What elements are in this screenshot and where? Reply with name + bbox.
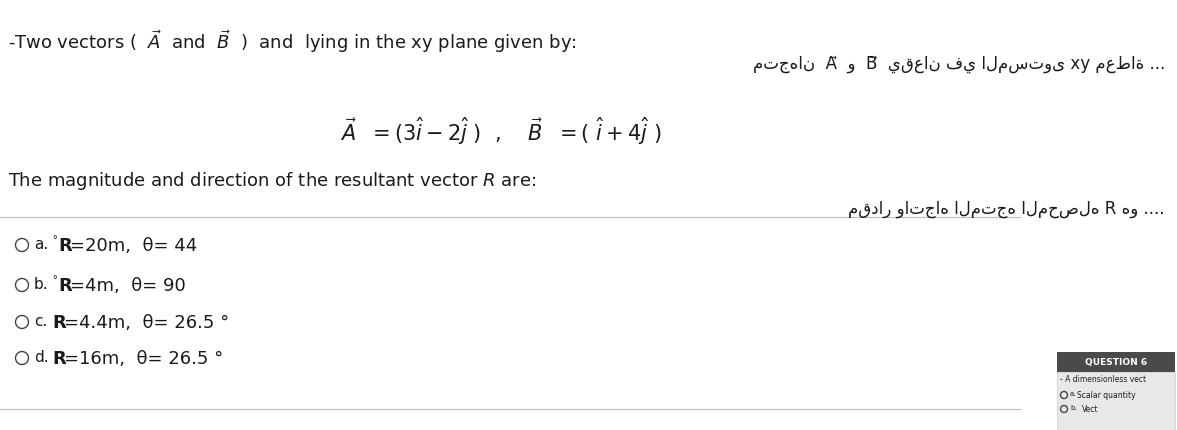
Text: =4m,  θ= 90: =4m, θ= 90 bbox=[69, 276, 186, 294]
Text: Scalar quantity: Scalar quantity bbox=[1077, 390, 1136, 399]
Text: متجهان  A⃗  و  B⃗  يقعان في المستوى xy معطاة ...: متجهان A⃗ و B⃗ يقعان في المستوى xy معطاة… bbox=[753, 55, 1165, 73]
Text: - A dimensionless vect: - A dimensionless vect bbox=[1060, 374, 1146, 383]
Text: QUESTION 6: QUESTION 6 bbox=[1085, 358, 1148, 367]
Text: $\mathbf{R}$: $\mathbf{R}$ bbox=[58, 276, 73, 294]
Text: مقدار واتجاه المتجه المحصله R هو ....: مقدار واتجاه المتجه المحصله R هو .... bbox=[849, 200, 1165, 218]
Text: d.: d. bbox=[34, 349, 48, 364]
Text: $\vec{A}$  $= (3\hat{i} - 2\hat{j}\ )$  ,    $\vec{B}$  $= (\ \hat{i} + 4\hat{j}: $\vec{A}$ $= (3\hat{i} - 2\hat{j}\ )$ , … bbox=[340, 115, 661, 146]
Text: a.: a. bbox=[34, 237, 48, 252]
Text: c.: c. bbox=[34, 313, 47, 328]
Text: The magnitude and direction of the resultant vector $\mathbf{\mathit{R}}$ are:: The magnitude and direction of the resul… bbox=[8, 169, 537, 191]
Text: b.: b. bbox=[1070, 404, 1077, 410]
Text: $\mathbf{R}$: $\mathbf{R}$ bbox=[52, 349, 67, 367]
Bar bbox=[1057, 372, 1175, 430]
Text: =4.4m,  θ= 26.5 °: =4.4m, θ= 26.5 ° bbox=[64, 313, 230, 331]
Text: -Two vectors (  $\vec{A}$  and  $\vec{B}$  )  and  lying in the xy plane given b: -Two vectors ( $\vec{A}$ and $\vec{B}$ )… bbox=[8, 28, 577, 55]
Text: $\mathbf{R}$: $\mathbf{R}$ bbox=[52, 313, 67, 331]
Text: °: ° bbox=[52, 274, 56, 284]
Text: b.: b. bbox=[34, 276, 48, 291]
Text: =20m,  θ= 44: =20m, θ= 44 bbox=[69, 237, 198, 255]
Text: °: ° bbox=[52, 234, 56, 244]
Text: Vect: Vect bbox=[1082, 404, 1098, 413]
Text: =16m,  θ= 26.5 °: =16m, θ= 26.5 ° bbox=[64, 349, 224, 367]
Text: a.: a. bbox=[1070, 390, 1077, 396]
Bar bbox=[1057, 352, 1175, 372]
Text: $\mathbf{R}$: $\mathbf{R}$ bbox=[58, 237, 73, 255]
